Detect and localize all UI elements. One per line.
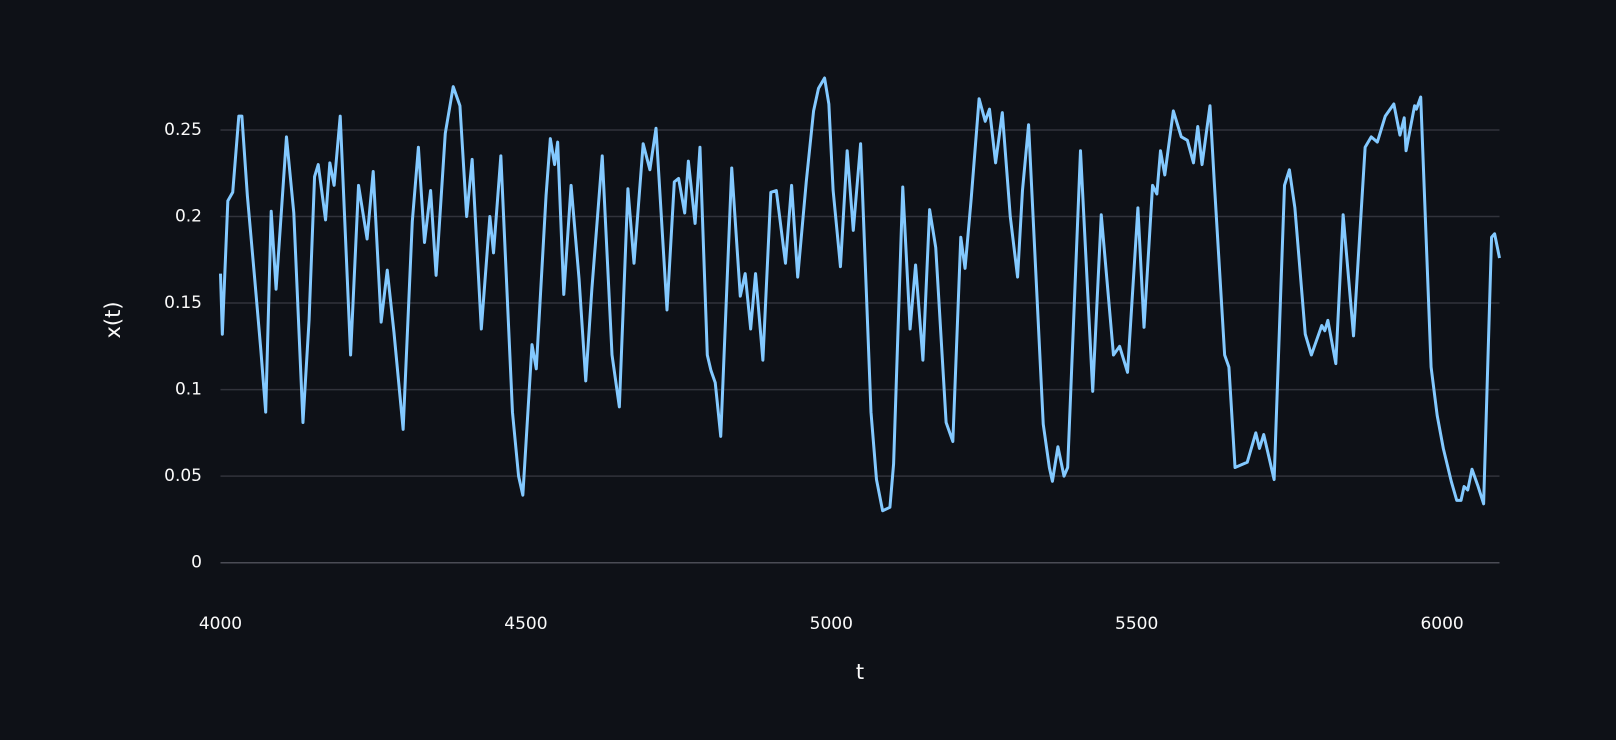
y-tick-label: 0.2 [175,206,202,226]
y-tick-label: 0.1 [175,380,202,400]
line [219,76,1501,513]
x-tick-label: 4500 [504,614,547,634]
y-tick-label: 0 [191,553,202,573]
x-tick-label: 5500 [1115,614,1158,634]
y-tick-label: 0.05 [164,466,202,486]
x-tick-label: 4000 [199,614,242,634]
x-tick-label: 5000 [810,614,853,634]
plot-area [219,76,1501,513]
x-tick-label: 6000 [1420,614,1463,634]
y-tick-label: 0.15 [164,293,202,313]
x-axis-title: t [856,660,864,684]
y-axis-title: x(t) [101,301,125,338]
y-tick-label: 0.25 [164,120,202,140]
